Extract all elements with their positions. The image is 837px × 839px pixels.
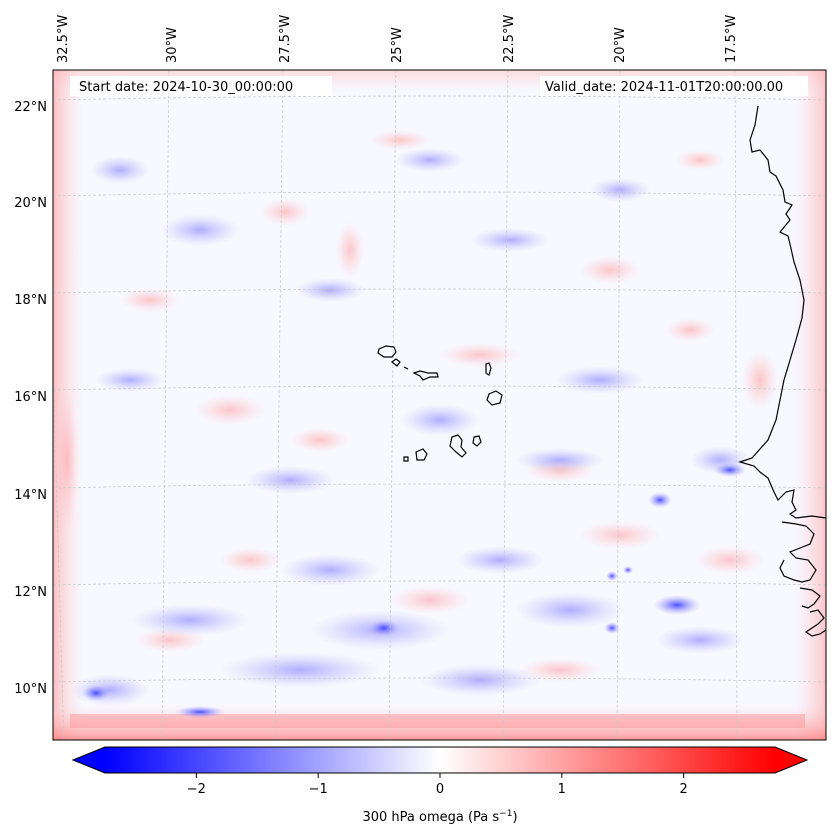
island-maio (472, 435, 482, 447)
lat-label: 18°N (14, 293, 47, 308)
island-santo-antao (377, 345, 397, 358)
omega-field (53, 70, 826, 740)
island-santa-luzia (403, 366, 409, 370)
colorbar: −2 −1 0 1 2 300 hPa omega (Pa s−1) (71, 746, 809, 825)
lon-label: 30°W (165, 27, 180, 63)
lat-label: 16°N (14, 390, 47, 405)
lon-label: 32.5°W (56, 15, 71, 63)
island-sal (485, 362, 492, 376)
lon-label: 25°W (390, 27, 405, 63)
lat-label: 12°N (14, 585, 47, 600)
island-santiago (449, 434, 467, 458)
valid-date-label: Valid_date: 2024-11-01T20:00:00.00 (545, 80, 783, 95)
lat-label: 10°N (14, 682, 47, 697)
header-box-left (70, 76, 332, 96)
island-boa-vista (486, 390, 503, 406)
colorbar-label: 300 hPa omega (Pa s−1) (362, 809, 517, 825)
lon-label: 22.5°W (502, 15, 517, 63)
negative-cores (82, 463, 746, 718)
lon-label: 27.5°W (278, 15, 293, 63)
boundary-left-core (55, 390, 79, 530)
colorbar-tick-label: −2 (187, 782, 206, 797)
african-coastline (737, 105, 826, 637)
island-fogo (415, 448, 428, 461)
graticule (53, 70, 826, 740)
map-frame (52, 69, 827, 741)
island-sao-vicente (391, 358, 401, 367)
colorbar-extend-min (73, 747, 105, 773)
colorbar-tick-label: 1 (558, 782, 566, 797)
coast-gambia-guinea-bissau (779, 521, 826, 637)
colorbar-tick-label: 2 (679, 782, 687, 797)
colorbar-tick-label: 0 (436, 782, 444, 797)
negative-patches (70, 148, 750, 706)
island-brava (403, 456, 409, 462)
coast-mauritania-senegal (737, 105, 826, 519)
boundary-right (794, 70, 826, 740)
colorbar-tick-label: −1 (309, 782, 328, 797)
colorbar-extend-max (775, 747, 807, 773)
header-box-right (540, 76, 808, 96)
colorbar-outline (71, 746, 809, 774)
boundary-bottom-core (70, 714, 805, 728)
lon-label: 20°W (613, 27, 628, 63)
latitude-labels: 22°N 20°N 18°N 16°N 14°N 12°N 10°N (14, 100, 47, 697)
colorbar-ticks: −2 −1 0 1 2 (187, 773, 688, 797)
island-sao-nicolau (412, 370, 439, 381)
lat-label: 20°N (14, 196, 47, 211)
cape-verde-islands (377, 345, 503, 462)
colorbar-body (105, 747, 775, 773)
start-date-label: Start date: 2024-10-30_00:00:00 (79, 80, 293, 95)
lon-label: 17.5°W (724, 15, 739, 63)
lat-label: 22°N (14, 100, 47, 115)
longitude-labels: 32.5°W 30°W 27.5°W 25°W 22.5°W 20°W 17.5… (56, 15, 739, 63)
lat-label: 14°N (14, 488, 47, 503)
